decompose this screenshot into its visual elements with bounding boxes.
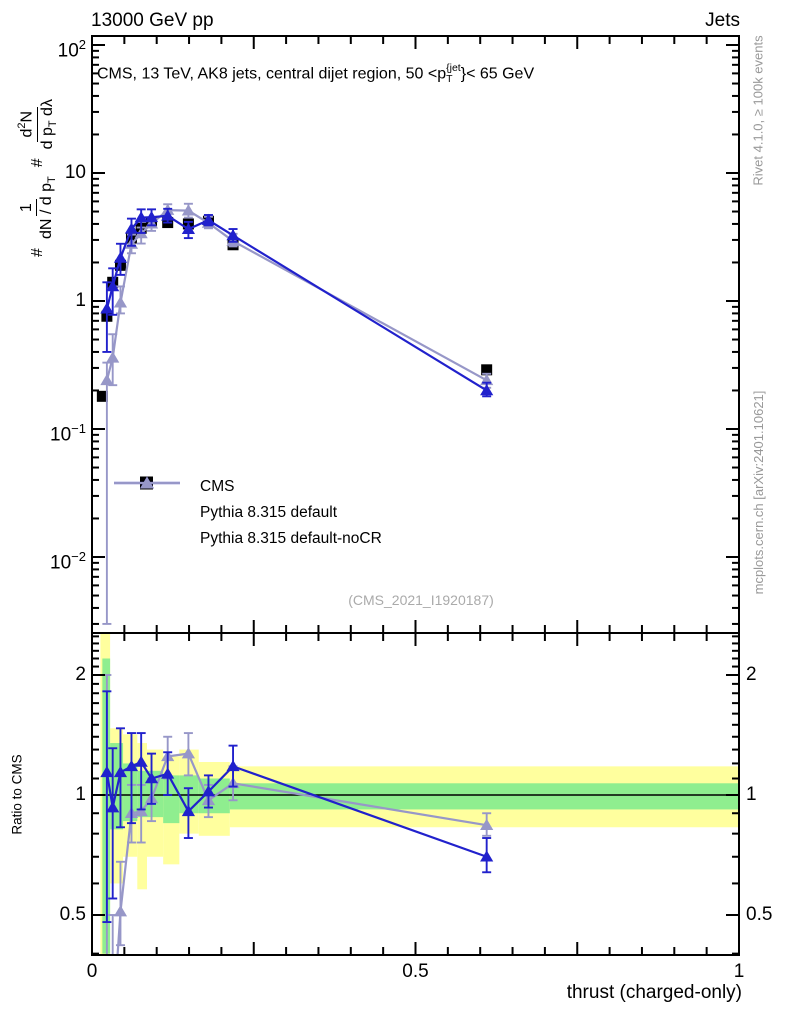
legend-item-label: CMS (200, 478, 235, 495)
legend-item: Pythia 8.315 default-noCR (112, 476, 382, 552)
plot-title-suffix: }< 65 GeV (460, 65, 535, 83)
y-main-tick-label: 10−2 (50, 549, 86, 574)
y-main-tick-label: 1 (75, 290, 86, 311)
x-tick-label: 0 (86, 961, 98, 982)
y-ratio-tick-label-right: 0.5 (746, 904, 773, 925)
x-tick-label: 0.5 (402, 961, 429, 982)
ylabel-hash-1: # (29, 248, 46, 257)
y-ratio-tick-label-left: 0.5 (59, 904, 86, 925)
ylabel-fraction-2: d2N d pT dλ (16, 99, 60, 150)
ylabel-fraction-1: 1 dN / d pT (17, 176, 59, 240)
analysis-group-label: Jets (705, 10, 740, 31)
y-ratio-tick-label-right: 1 (746, 784, 757, 805)
ratio-axis-label: Ratio to CMS (9, 754, 25, 835)
y-ratio-tick-label-left: 2 (75, 664, 86, 685)
legend-triangle-line-marker (112, 476, 182, 548)
rivet-version-note: Rivet 4.1.0, ≥ 100k events (750, 35, 766, 186)
analysis-id-watermark: (CMS_2021_I1920187) (348, 592, 494, 608)
x-tick-label: 1 (733, 961, 745, 982)
y-main-tick-label: 102 (57, 37, 86, 62)
legend-item-label: Pythia 8.315 default (200, 504, 338, 521)
plot-title-exponent: {jet T (446, 62, 461, 85)
plot-title: CMS, 13 TeV, AK8 jets, central dijet reg… (97, 62, 535, 85)
y-ratio-tick-label-right: 2 (746, 664, 757, 685)
y-ratio-tick-label-left: 1 (75, 784, 86, 805)
plot-title-prefix: CMS, 13 TeV, AK8 jets, central dijet reg… (97, 65, 447, 83)
y-main-tick-label: 10−1 (50, 421, 86, 446)
legend-item: Pythia 8.315 default (112, 476, 382, 526)
legend-triangle-line-marker (112, 476, 182, 522)
x-axis-label: thrust (charged-only) (566, 982, 742, 1003)
mcplots-arxiv-note: mcplots.cern.ch [arXiv:2401.10621] (751, 390, 766, 595)
legend: CMS Pythia 8.315 default Pythia 8.315 defa… (112, 474, 382, 552)
legend-item-label: Pythia 8.315 default-noCR (200, 530, 382, 547)
beam-energy-label: 13000 GeV pp (91, 10, 214, 31)
y-main-tick-label: 10 (64, 162, 86, 183)
